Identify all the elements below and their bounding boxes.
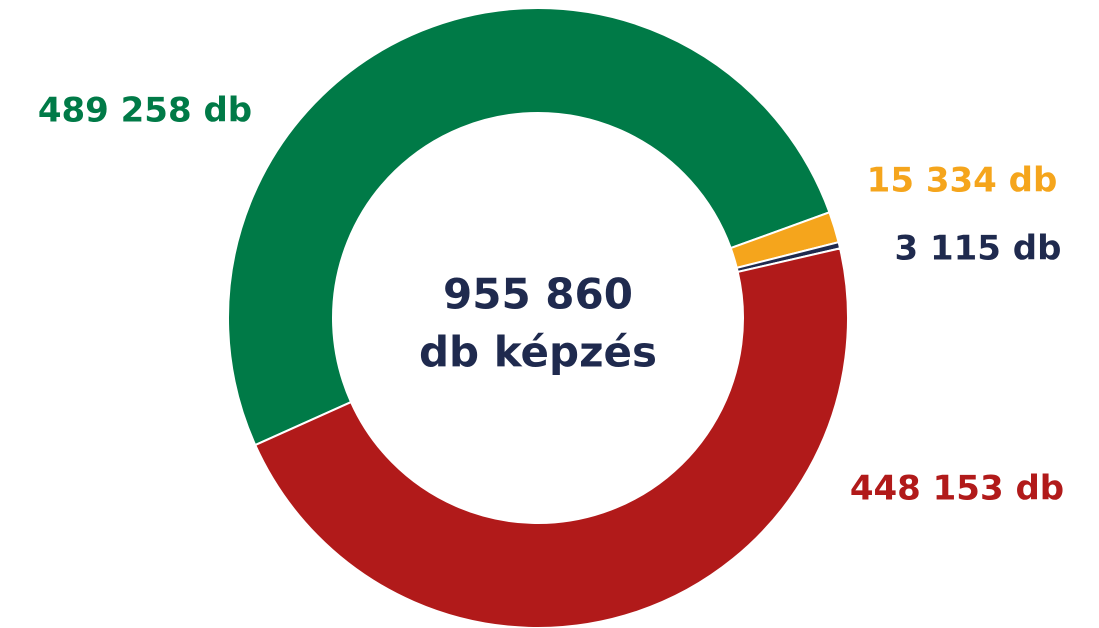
- value-label: 489 258 db: [38, 91, 252, 131]
- value-label: 448 153 db: [850, 469, 1064, 509]
- donut-segment: [253, 247, 849, 628]
- center-caption: db képzés: [419, 328, 657, 377]
- donut: [226, 7, 849, 628]
- value-label: 3 115 db: [895, 229, 1062, 269]
- center-total: 955 860: [443, 270, 633, 319]
- value-label: 15 334 db: [867, 161, 1058, 201]
- donut-segment: [226, 7, 831, 447]
